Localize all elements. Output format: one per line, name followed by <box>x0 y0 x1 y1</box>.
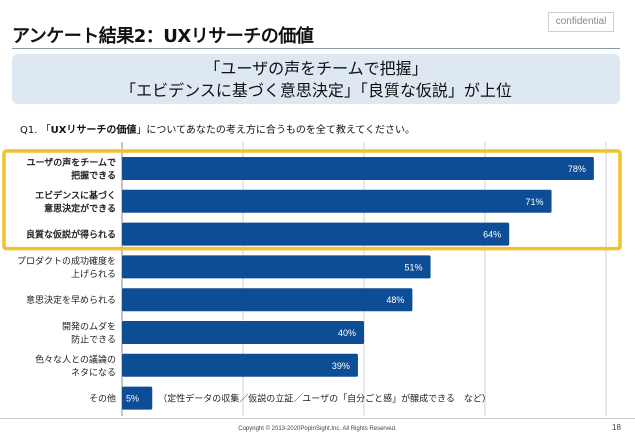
banner-line-2: 「エビデンスに基づく意思決定」「良質な仮説」が上位 <box>120 81 512 100</box>
bar <box>122 353 358 377</box>
category-label: その他 <box>89 393 116 405</box>
title-divider <box>12 48 620 49</box>
bar <box>122 288 413 312</box>
page-number: 18 <box>612 423 621 432</box>
confidential-badge: confidential <box>548 12 614 32</box>
category-label: 意思決定ができる <box>44 202 116 214</box>
category-label: 意思決定を早められる <box>26 294 116 306</box>
bar-value-label: 51% <box>405 262 423 272</box>
bar-value-label: 5% <box>126 394 139 404</box>
bar <box>122 157 594 180</box>
bar-value-label: 40% <box>338 328 356 338</box>
question-suffix: 」についてあなたの考え方に合うものを全て教えてください。 <box>136 125 416 136</box>
category-label: 色々な人との議論の <box>35 353 116 365</box>
category-label: 上げられる <box>71 269 116 280</box>
bar-value-label: 48% <box>386 295 404 305</box>
category-label: 防止できる <box>71 334 116 346</box>
category-label: プロダクトの成功確度を <box>17 255 116 267</box>
banner-line-1: 「ユーザの声をチームで把握」 <box>204 59 428 78</box>
bar <box>122 386 153 410</box>
question-prefix: Q1. 「 <box>20 125 51 136</box>
category-label: エビデンスに基づく <box>35 189 116 201</box>
category-label: ユーザの声をチームで <box>26 157 116 169</box>
category-label: 把握できる <box>71 170 116 182</box>
bar-value-label: 71% <box>526 197 544 207</box>
category-label: 良質な仮説が得られる <box>26 229 116 241</box>
bar <box>122 321 364 344</box>
bar-value-label: 39% <box>332 361 350 371</box>
category-label: ネタになる <box>71 367 116 378</box>
summary-banner: 「ユーザの声をチームで把握」 「エビデンスに基づく意思決定」「良質な仮説」が上位 <box>12 54 620 104</box>
bar-value-label: 78% <box>568 164 586 174</box>
page-title: アンケート結果2：UXリサーチの価値 <box>12 26 314 47</box>
bar <box>122 189 552 213</box>
copyright: Copyright © 2013-2020PopInSight,Inc. All… <box>238 426 397 432</box>
bar-value-label: 64% <box>483 230 501 240</box>
other-annotation: （定性データの収集／仮説の立証／ユーザの「自分ごと感」が醸成できる など） <box>158 393 491 405</box>
bar <box>122 222 510 246</box>
bar <box>122 255 431 279</box>
question-bold: UXリサーチの価値 <box>50 125 137 136</box>
footer-divider <box>0 418 635 419</box>
question-text: Q1. 「UXリサーチの価値」についてあなたの考え方に合うものを全て教えてくださ… <box>20 121 415 136</box>
highlight-box <box>2 149 622 251</box>
category-label: 開発のムダを <box>62 321 116 333</box>
